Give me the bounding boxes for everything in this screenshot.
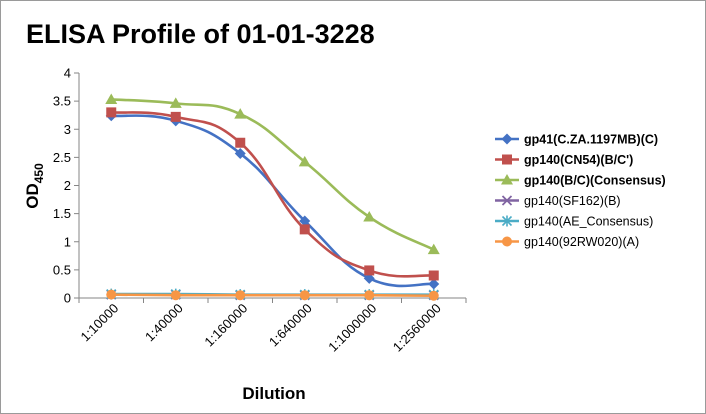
series-line-2: [109, 111, 436, 278]
legend-item: gp41(C.ZA.1197MB)(C): [495, 133, 658, 147]
x-tick-label: 1:40000: [142, 301, 186, 345]
y-tick-label: 2.5: [53, 150, 71, 165]
data-point-s3-5: [363, 211, 376, 222]
data-point-s2-2: [170, 111, 181, 122]
data-point-s3-2: [169, 97, 182, 108]
legend-swatch-marker: [501, 195, 513, 206]
series-lines: [109, 98, 436, 298]
data-point-s1-5: [363, 272, 375, 284]
data-point-s2-4: [299, 224, 310, 235]
data-point-s3-1: [105, 93, 118, 104]
data-point-s6-3: [235, 290, 246, 301]
legend: gp41(C.ZA.1197MB)(C) gp140(CN54)(B/C') gp1…: [495, 133, 666, 249]
y-tick-label: 0: [64, 291, 71, 306]
x-tick-label: 1:10000: [78, 301, 122, 345]
legend-swatch-marker: [502, 236, 512, 247]
data-point-s2-5: [364, 265, 375, 276]
legend-item: gp140(B/C)(Consensus): [495, 174, 666, 188]
legend-label: gp41(C.ZA.1197MB)(C): [524, 133, 658, 147]
series-line-1: [109, 114, 436, 288]
data-point-s2-1: [106, 107, 117, 118]
data-point-s3-6: [427, 243, 440, 255]
legend-label: gp140(AE_Consensus): [524, 215, 653, 229]
legend-item: gp140(AE_Consensus): [495, 215, 653, 229]
x-tick-label: 1:2560000: [390, 301, 444, 355]
data-point-s2-3: [235, 137, 246, 148]
series-line-3: [109, 98, 436, 251]
y-tick-label: 0.5: [53, 262, 71, 277]
y-axis-title: OD450: [23, 163, 46, 209]
legend-swatch-marker: [501, 215, 513, 227]
legend-swatch-marker: [501, 133, 513, 145]
y-axis-title-group: OD450: [23, 163, 46, 209]
y-tick-label: 2: [64, 178, 71, 193]
y-axis-title-main: OD: [23, 183, 42, 209]
legend-item: gp140(92RW020)(A): [495, 235, 639, 249]
x-tick-label: 1:1000000: [325, 301, 379, 355]
legend-label: gp140(CN54)(B/C'): [524, 153, 633, 167]
y-tick-label: 4: [64, 66, 71, 81]
legend-swatch-marker: [502, 154, 512, 165]
data-point-s3-4: [298, 155, 311, 167]
data-point-s1-6: [428, 278, 440, 290]
legend-label: gp140(92RW020)(A): [524, 235, 639, 249]
y-tick-label: 1: [64, 234, 71, 249]
data-point-s1-3: [234, 147, 246, 159]
data-point-s6-1: [106, 289, 117, 300]
x-axis-title: Dilution: [242, 384, 305, 403]
chart-title: ELISA Profile of 01-01-3228: [26, 19, 375, 49]
y-tick-label: 3: [64, 122, 71, 137]
y-axis-title-subscript: 450: [32, 163, 46, 183]
legend-item: gp140(SF162)(B): [495, 194, 621, 208]
series-markers: [105, 93, 440, 301]
legend-label: gp140(SF162)(B): [524, 194, 621, 208]
legend-swatch-marker: [501, 174, 513, 185]
data-point-s3-3: [234, 108, 247, 119]
x-tick-label: 1:640000: [266, 301, 315, 350]
legend-item: gp140(CN54)(B/C'): [495, 153, 633, 167]
y-tick-label: 1.5: [53, 206, 71, 221]
data-point-s6-6: [428, 290, 439, 301]
data-point-s6-4: [299, 290, 310, 301]
legend-label: gp140(B/C)(Consensus): [524, 174, 666, 188]
data-point-s1-4: [299, 215, 311, 227]
data-point-s6-5: [364, 290, 375, 301]
series-line-6: [109, 293, 436, 298]
data-point-s6-2: [170, 290, 181, 301]
y-tick-label: 3.5: [53, 94, 71, 109]
x-tick-label: 1:160000: [201, 301, 250, 350]
data-point-s2-6: [428, 270, 439, 281]
